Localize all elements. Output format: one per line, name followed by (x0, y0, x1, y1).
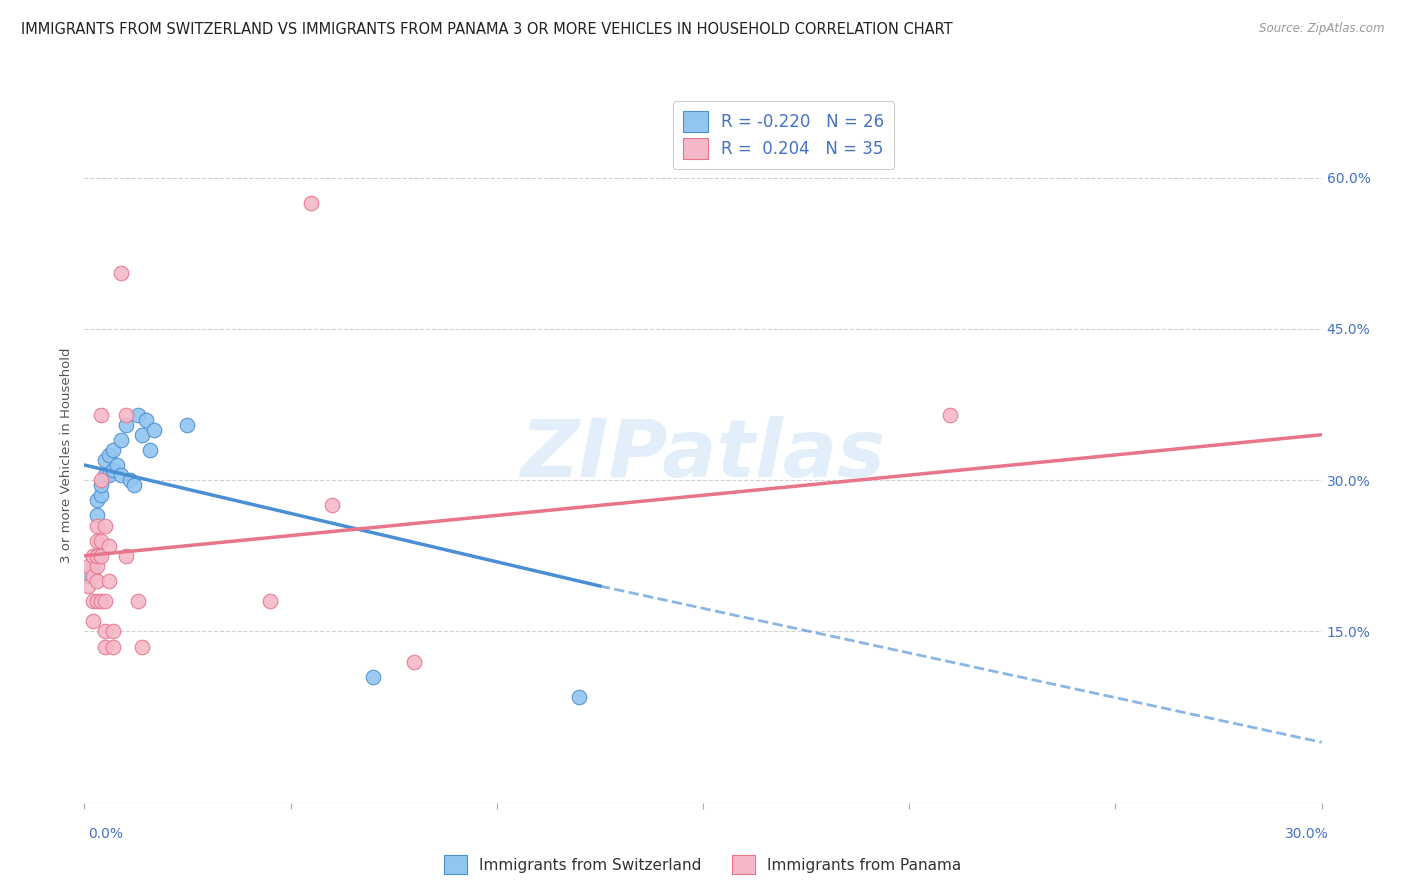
Point (131, 640, 153, 654)
Point (90, 533, 112, 548)
Point (82, 549, 104, 563)
Point (82, 615, 104, 629)
Point (135, 412, 157, 426)
Point (94, 453, 117, 467)
Point (77, 579, 100, 593)
Point (94, 640, 117, 654)
Point (118, 473, 141, 487)
Point (86, 574, 108, 588)
Point (114, 417, 136, 432)
Point (110, 468, 132, 483)
Legend: R = -0.220   N = 26, R =  0.204   N = 35: R = -0.220 N = 26, R = 0.204 N = 35 (672, 102, 894, 169)
Point (86, 549, 108, 563)
Legend: Immigrants from Switzerland, Immigrants from Panama: Immigrants from Switzerland, Immigrants … (439, 849, 967, 880)
Point (94, 518, 117, 533)
Point (259, 594, 281, 608)
Point (568, 690, 591, 704)
Point (110, 433, 132, 447)
Point (90, 488, 112, 502)
Point (114, 549, 136, 563)
Point (103, 463, 125, 477)
Point (131, 427, 153, 442)
Point (77, 569, 100, 583)
Point (90, 594, 112, 608)
Point (77, 558, 100, 573)
Point (98, 539, 121, 553)
Point (86, 518, 108, 533)
Point (82, 594, 104, 608)
Point (94, 468, 117, 483)
Point (86, 508, 108, 523)
Point (176, 417, 198, 432)
Point (114, 408, 136, 422)
Point (90, 408, 112, 422)
Point (82, 569, 104, 583)
Y-axis label: 3 or more Vehicles in Household: 3 or more Vehicles in Household (60, 347, 73, 563)
Point (103, 640, 125, 654)
Text: ZIPatlas: ZIPatlas (520, 416, 886, 494)
Point (127, 594, 149, 608)
Point (103, 624, 125, 639)
Point (86, 533, 108, 548)
Point (98, 448, 121, 462)
Point (361, 670, 384, 684)
Point (122, 478, 145, 492)
Text: IMMIGRANTS FROM SWITZERLAND VS IMMIGRANTS FROM PANAMA 3 OR MORE VEHICLES IN HOUS: IMMIGRANTS FROM SWITZERLAND VS IMMIGRANT… (21, 22, 953, 37)
Point (404, 655, 426, 669)
Point (299, 195, 322, 210)
Text: 0.0%: 0.0% (89, 827, 124, 841)
Point (110, 267, 132, 281)
Point (105, 458, 128, 472)
Point (103, 442, 125, 457)
Point (98, 468, 121, 483)
Point (86, 558, 108, 573)
Point (94, 594, 117, 608)
Text: Source: ZipAtlas.com: Source: ZipAtlas.com (1260, 22, 1385, 36)
Point (127, 408, 149, 422)
Text: 30.0%: 30.0% (1285, 827, 1329, 841)
Point (90, 478, 112, 492)
Point (321, 499, 343, 513)
Point (98, 574, 121, 588)
Point (90, 473, 112, 487)
Point (939, 408, 962, 422)
Point (94, 624, 117, 639)
Point (139, 442, 162, 457)
Point (86, 493, 108, 508)
Point (143, 423, 166, 437)
Point (86, 594, 108, 608)
Point (90, 549, 112, 563)
Point (82, 558, 104, 573)
